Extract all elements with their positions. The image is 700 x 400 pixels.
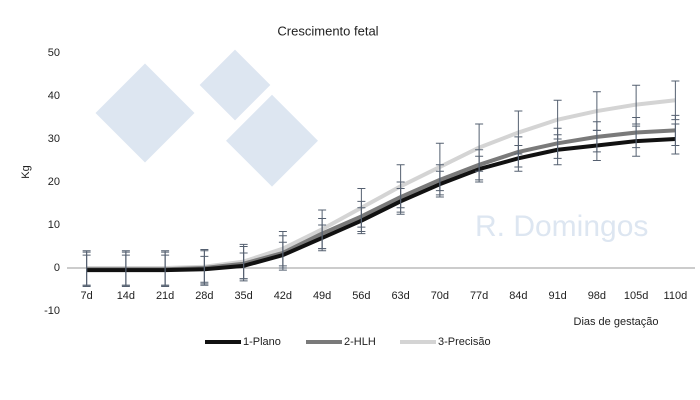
x-tick-label: 7d <box>81 290 93 302</box>
y-axis-label: Kg <box>20 165 32 178</box>
x-tick-label: 77d <box>470 290 488 302</box>
legend-label: 1-Plano <box>243 336 281 348</box>
series-line <box>86 137 676 273</box>
x-tick-label: 84d <box>509 290 527 302</box>
y-tick-label: 40 <box>48 90 60 102</box>
error-bar <box>278 230 287 267</box>
x-tick-label: 56d <box>352 290 370 302</box>
x-tick-label: 91d <box>548 290 566 302</box>
error-bar <box>357 187 366 228</box>
x-tick-label: 110d <box>664 290 688 302</box>
x-tick-label: 28d <box>195 290 213 302</box>
error-bar <box>632 84 641 125</box>
x-tick-label: 98d <box>588 290 606 302</box>
x-tick-label: 70d <box>431 290 449 302</box>
error-bar <box>475 123 484 172</box>
y-tick-label: -10 <box>44 305 60 317</box>
x-tick-label: 63d <box>391 290 409 302</box>
error-bar <box>161 250 170 286</box>
error-bar <box>671 80 680 121</box>
error-bar <box>200 249 209 285</box>
y-tick-label: 10 <box>48 219 60 231</box>
x-tick-label: 49d <box>313 290 331 302</box>
error-bar <box>592 91 601 131</box>
error-bar <box>318 209 327 250</box>
logo-watermark <box>95 49 318 187</box>
error-bar <box>82 250 91 286</box>
error-bar <box>435 142 444 192</box>
x-tick-label: 105d <box>624 290 648 302</box>
x-tick-label: 14d <box>117 290 135 302</box>
legend-label: 2-HLH <box>344 336 376 348</box>
error-bar <box>396 164 405 209</box>
y-tick-label: 50 <box>48 47 60 59</box>
x-tick-label: 42d <box>274 290 292 302</box>
x-tick-label: 35d <box>234 290 252 302</box>
chart-title: Crescimento fetal <box>277 23 378 38</box>
x-axis-label: Dias de gestação <box>574 316 659 328</box>
y-tick-label: 20 <box>48 176 60 188</box>
legend-label: 3-Precisão <box>438 336 491 348</box>
error-bar <box>121 250 130 286</box>
error-bar <box>553 99 562 140</box>
watermark: R. Domingos <box>475 210 648 243</box>
y-tick-label: 0 <box>54 262 60 274</box>
y-tick-label: 30 <box>48 133 60 145</box>
series-line <box>86 128 676 272</box>
error-bar <box>239 243 248 280</box>
x-tick-label: 21d <box>156 290 174 302</box>
error-bar <box>514 110 523 155</box>
